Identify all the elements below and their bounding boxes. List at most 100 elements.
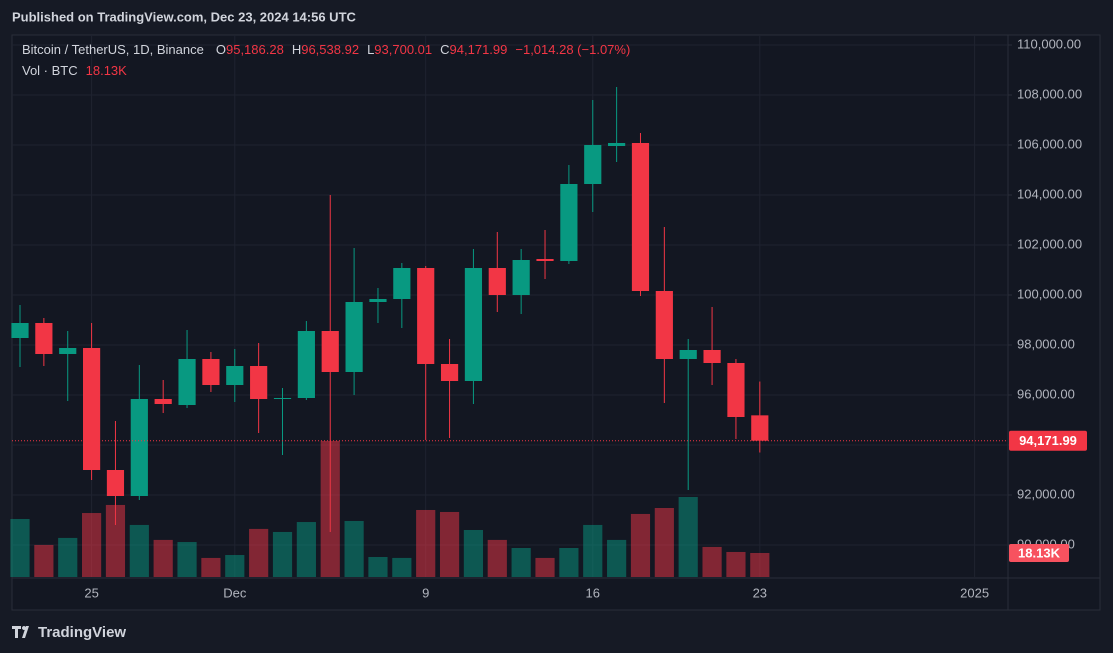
chart-pane bbox=[11, 34, 1101, 611]
legend-item: 95,186.28 bbox=[226, 42, 284, 57]
y-tick-label: 102,000.00 bbox=[1017, 236, 1082, 251]
volume-bars bbox=[10, 440, 770, 577]
volume-bar bbox=[750, 552, 770, 577]
volume-bar bbox=[583, 524, 603, 577]
volume-bar bbox=[463, 529, 484, 577]
x-tick-label: 9 bbox=[422, 585, 429, 600]
candle-body bbox=[679, 350, 697, 359]
volume-bar bbox=[630, 513, 651, 577]
legend-item: 94,171.99 bbox=[450, 42, 508, 57]
volume-bar bbox=[535, 557, 555, 577]
legend-item: 93,700.01 bbox=[374, 42, 432, 57]
candle-body bbox=[584, 145, 602, 184]
legend-item: 96,538.92 bbox=[301, 42, 359, 57]
candle-body bbox=[273, 398, 292, 399]
volume-bar bbox=[511, 547, 531, 577]
candle-body bbox=[536, 259, 554, 261]
volume-bar bbox=[344, 520, 364, 577]
candle-body bbox=[35, 323, 53, 354]
volume-bar bbox=[654, 507, 674, 577]
candle-body bbox=[59, 348, 77, 354]
volume-bar bbox=[296, 522, 316, 577]
candle-body bbox=[464, 268, 483, 381]
volume-bar bbox=[607, 539, 627, 577]
candle-body bbox=[655, 291, 673, 359]
candle-body bbox=[106, 470, 125, 496]
legend-item: L bbox=[367, 42, 374, 57]
volume-bar bbox=[368, 557, 388, 577]
legend-line: Bitcoin / TetherUS, 1D, Binance O95,186.2… bbox=[22, 42, 630, 57]
candle-body bbox=[297, 331, 315, 398]
volume-bar bbox=[272, 531, 293, 577]
axes: 90,000.0092,000.0094,000.0096,000.0098,0… bbox=[12, 36, 1087, 600]
y-tick-label: 110,000.00 bbox=[1017, 36, 1081, 51]
legend-item: C bbox=[440, 42, 449, 57]
volume-bar bbox=[201, 557, 221, 577]
candle-body bbox=[393, 268, 411, 299]
candle-body bbox=[512, 260, 530, 295]
volume-bar bbox=[129, 524, 149, 577]
legend-item: 18.13K bbox=[86, 63, 128, 78]
volume-bar bbox=[10, 518, 30, 577]
candle-body bbox=[488, 268, 506, 295]
legend-item: H bbox=[292, 42, 301, 57]
candle-body bbox=[250, 366, 268, 399]
published-note: Published on TradingView.com, Dec 23, 20… bbox=[12, 9, 357, 24]
y-tick-label: 104,000.00 bbox=[1017, 186, 1082, 201]
legend-item: Vol · BTC bbox=[22, 63, 78, 78]
candles bbox=[11, 87, 769, 532]
legend: Bitcoin / TetherUS, 1D, Binance O95,186.2… bbox=[22, 42, 630, 78]
candle-body bbox=[82, 348, 101, 470]
volume-tag bbox=[1009, 543, 1069, 562]
volume-bar bbox=[81, 513, 102, 577]
legend-item: O bbox=[216, 42, 226, 57]
y-tick-label: 106,000.00 bbox=[1017, 136, 1082, 151]
last-price-label: 94,171.99 bbox=[1019, 433, 1077, 448]
volume-bar bbox=[153, 539, 173, 577]
legend-item: −1,014.28 (−1.07%) bbox=[515, 42, 630, 57]
volume-bar bbox=[249, 528, 269, 577]
volume-bar bbox=[702, 546, 722, 577]
volume-bar bbox=[439, 511, 460, 577]
volume-bar bbox=[392, 557, 412, 577]
candle-body bbox=[727, 363, 745, 417]
legend-item: Bitcoin / TetherUS, 1D, Binance bbox=[22, 42, 204, 57]
candle-body bbox=[440, 364, 459, 381]
candle-body bbox=[703, 350, 721, 363]
y-tick-label: 100,000.00 bbox=[1017, 286, 1082, 301]
x-tick-label: 16 bbox=[586, 585, 600, 600]
volume-bar bbox=[487, 539, 507, 577]
last-price-tag bbox=[1009, 430, 1087, 451]
candle-body bbox=[345, 302, 363, 372]
candle-body bbox=[11, 323, 29, 338]
candle-body bbox=[608, 143, 626, 146]
x-tick-label: 25 bbox=[84, 585, 98, 600]
volume-bar bbox=[58, 537, 78, 577]
brand-logo bbox=[12, 626, 29, 638]
x-tick-label: Dec bbox=[223, 585, 247, 600]
y-tick-label: 108,000.00 bbox=[1017, 86, 1082, 101]
volume-bar bbox=[678, 497, 698, 577]
volume-legend: Vol · BTC 18.13K bbox=[22, 63, 127, 78]
volume-bar bbox=[225, 555, 245, 577]
candle-body bbox=[321, 331, 339, 372]
y-tick-label: 98,000.00 bbox=[1017, 336, 1075, 351]
candle-body bbox=[417, 268, 435, 364]
brand: TradingView bbox=[12, 624, 126, 641]
volume-bar bbox=[559, 547, 579, 577]
candle-body bbox=[226, 366, 244, 385]
volume-bar bbox=[416, 509, 436, 577]
candle-body bbox=[369, 299, 387, 302]
candle-body bbox=[130, 399, 148, 496]
candle-body bbox=[154, 399, 172, 404]
x-tick-label: 23 bbox=[753, 585, 767, 600]
candle-body bbox=[560, 184, 578, 261]
brand-name: TradingView bbox=[38, 624, 126, 641]
volume-bar bbox=[177, 542, 197, 577]
y-tick-label: 96,000.00 bbox=[1017, 386, 1075, 401]
candle-body bbox=[751, 415, 769, 441]
y-tick-label: 92,000.00 bbox=[1017, 486, 1075, 501]
volume-tag-label: 18.13K bbox=[1018, 545, 1061, 560]
candle-body bbox=[202, 359, 220, 385]
